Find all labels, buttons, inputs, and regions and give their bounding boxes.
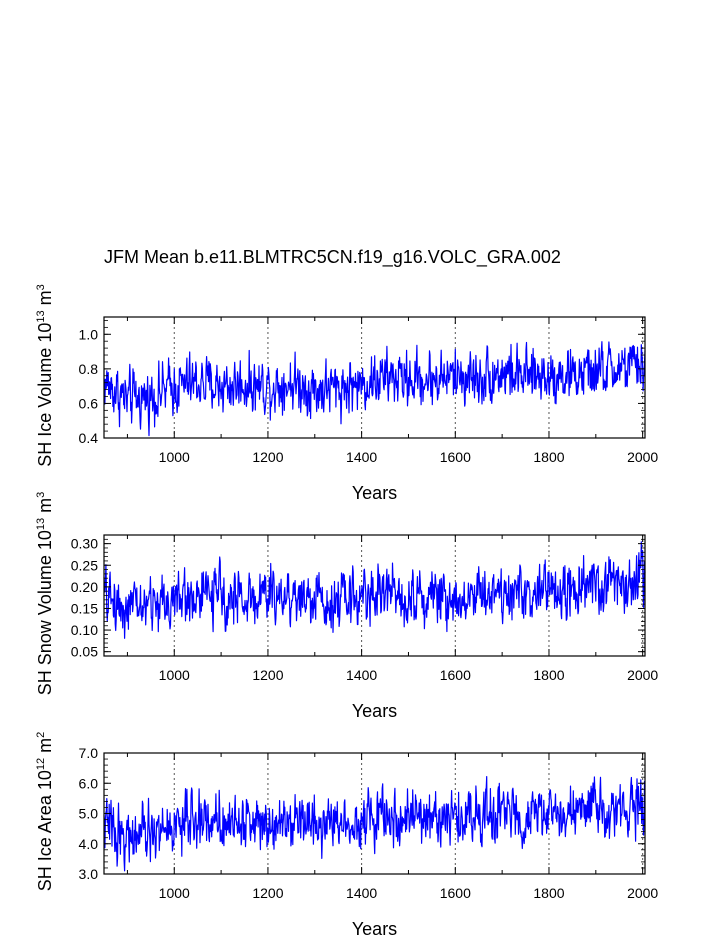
y-tick-label: 7.0 — [79, 745, 99, 761]
x-tick-label: 2000 — [627, 449, 658, 465]
x-tick-label: 1200 — [252, 667, 283, 683]
y-tick-label: 5.0 — [79, 806, 99, 822]
x-tick-label: 1600 — [440, 449, 471, 465]
x-tick-label: 1000 — [159, 667, 190, 683]
y-axis-label-ylabel-sup1: 12 — [35, 758, 47, 770]
x-tick-label: 1400 — [346, 449, 377, 465]
x-tick-label: 1000 — [159, 885, 190, 901]
x-axis-label: Years — [352, 919, 397, 935]
chart-panel-2: 1000 1200 1400 1600 1800 2000 0.05 0.10 0.15 0.20… — [35, 492, 658, 721]
y-tick-label: 3.0 — [79, 866, 99, 882]
x-axis-label: Years — [352, 483, 397, 503]
y-axis-label-ylabel: SH Ice Volume 10 — [35, 323, 55, 467]
y-tick-label: 0.25 — [71, 557, 98, 573]
y-axis-label: SH Snow Volume 1013 m3 — [35, 492, 55, 695]
y-tick-label: 6.0 — [79, 775, 99, 791]
y-tick-label: 0.10 — [71, 622, 98, 638]
y-axis-label-ylabel-sup1: 13 — [35, 310, 47, 322]
y-axis-label-ylabel-sup1: 13 — [35, 518, 47, 530]
x-tick-label: 1800 — [533, 449, 564, 465]
y-axis-label-ylabel-sup2: 3 — [35, 492, 47, 498]
y-axis-label-ylabel-mid: m — [35, 290, 55, 310]
x-tick-label: 1600 — [440, 667, 471, 683]
y-axis-label: SH Ice Volume 1013 m3 — [35, 284, 55, 466]
x-axis-label: Years — [352, 701, 397, 721]
y-axis-label: SH Ice Area 1012 m2 — [35, 732, 55, 891]
chart-panel-1: 1000 1200 1400 1600 1800 2000 0.4 0.6 0.8 1.0 Year… — [35, 284, 658, 503]
y-axis-label-ylabel-mid: m — [35, 498, 55, 518]
y-axis-label-ylabel-sup2: 2 — [35, 732, 47, 738]
x-tick-label: 1200 — [252, 449, 283, 465]
x-tick-label: 1800 — [533, 885, 564, 901]
y-tick-label: 0.30 — [71, 536, 98, 552]
series-line — [103, 341, 646, 437]
y-axis-label-ylabel: SH Snow Volume 10 — [35, 530, 55, 695]
x-tick-label: 1400 — [346, 667, 377, 683]
y-tick-label: 0.6 — [79, 395, 99, 411]
x-tick-label: 2000 — [627, 885, 658, 901]
x-tick-label: 2000 — [627, 667, 658, 683]
series-line — [103, 775, 646, 872]
y-tick-label: 0.20 — [71, 579, 98, 595]
y-tick-label: 1.0 — [79, 326, 99, 342]
y-tick-label: 0.05 — [71, 644, 98, 660]
x-tick-label: 1000 — [159, 449, 190, 465]
x-tick-label: 1600 — [440, 885, 471, 901]
y-tick-label: 4.0 — [79, 836, 99, 852]
x-tick-label: 1200 — [252, 885, 283, 901]
x-tick-label: 1400 — [346, 885, 377, 901]
chart-panel-3: 1000 1200 1400 1600 1800 2000 3.0 4.0 5.0 6.0 7.0 Y… — [35, 732, 658, 935]
y-axis-label-ylabel-sup2: 3 — [35, 284, 47, 290]
y-tick-label: 0.15 — [71, 600, 98, 616]
y-axis-label-ylabel-mid: m — [35, 738, 55, 758]
y-axis-label-ylabel: SH Ice Area 10 — [35, 770, 55, 891]
plot-frame — [103, 316, 646, 439]
x-tick-label: 1800 — [533, 667, 564, 683]
y-tick-label: 0.4 — [79, 430, 99, 446]
page-title: JFM Mean b.e11.BLMTRC5CN.f19_g16.VOLC_GR… — [104, 247, 561, 267]
y-tick-label: 0.8 — [79, 361, 99, 377]
series-line — [103, 541, 646, 639]
